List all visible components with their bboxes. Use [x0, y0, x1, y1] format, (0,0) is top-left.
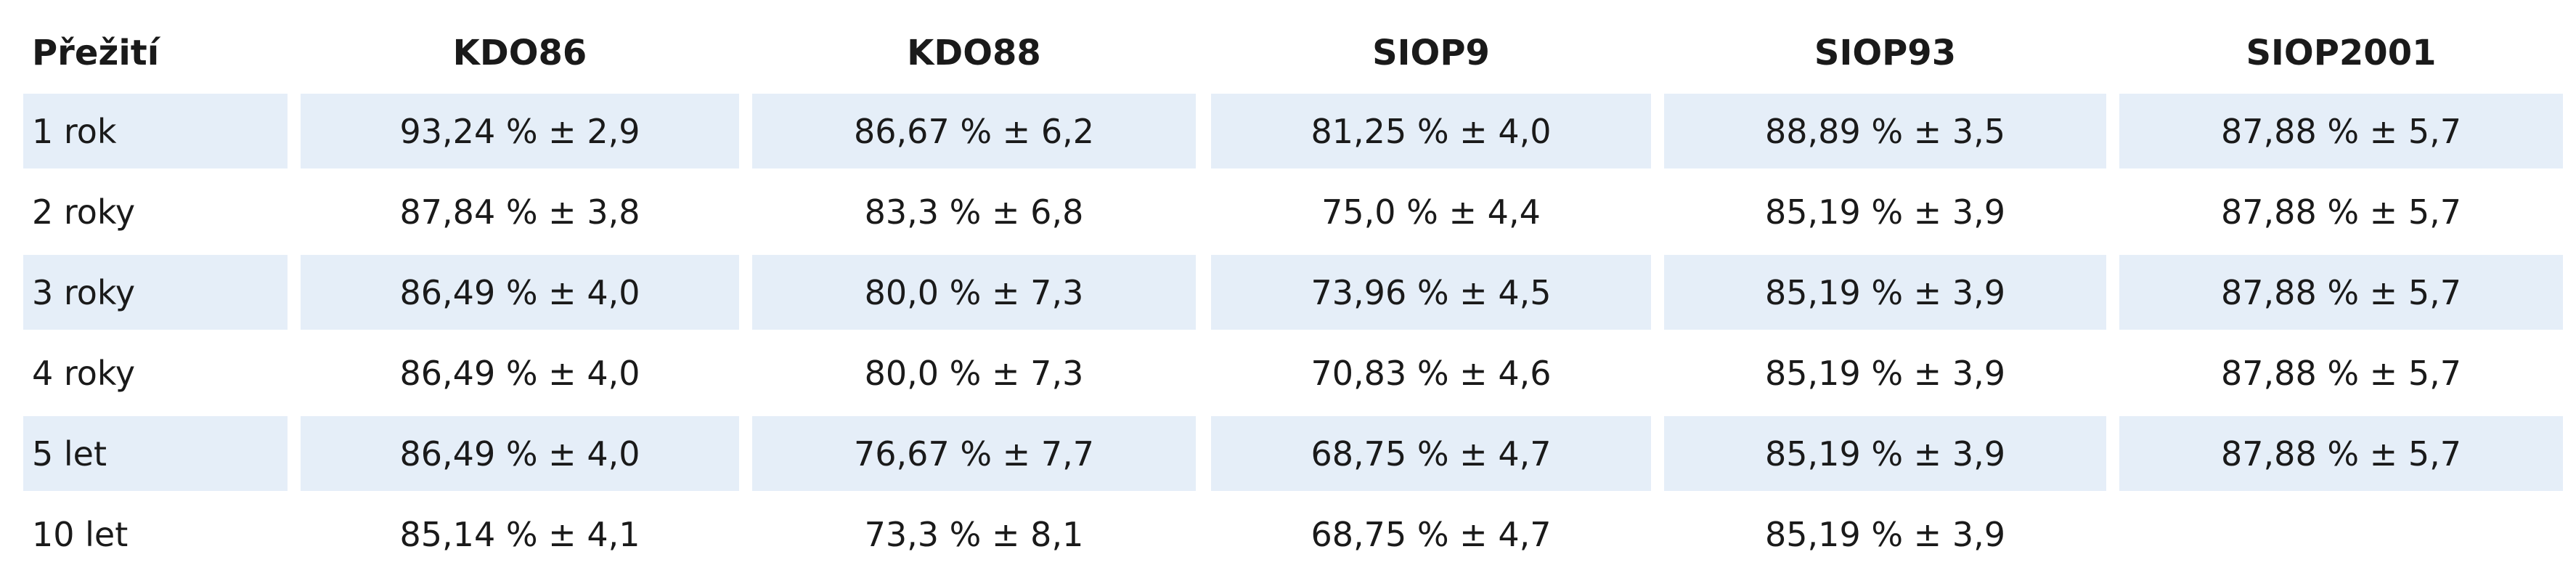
value-cell: 87,88 % ± 5,7 [2119, 416, 2563, 491]
value-cell: 87,88 % ± 5,7 [2119, 94, 2563, 168]
value-cell: 85,19 % ± 3,9 [1765, 514, 2005, 554]
header-cell: KDO88 [907, 32, 1041, 73]
row-label: 2 roky [32, 192, 136, 232]
value-cell: 87,88 % ± 5,7 [2119, 255, 2563, 330]
value-cell: 86,49 % ± 4,0 [399, 353, 640, 393]
value-cell: 83,3 % ± 6,8 [864, 192, 1084, 232]
value-cell: 75,0 % ± 4,4 [1321, 192, 1541, 232]
header-cell: KDO86 [452, 32, 587, 73]
value-cell: 85,19 % ± 3,9 [1765, 192, 2005, 232]
value-cell: 86,49 % ± 4,0 [301, 416, 739, 491]
value-cell: 80,0 % ± 7,3 [752, 255, 1196, 330]
value-cell: 73,3 % ± 8,1 [864, 514, 1084, 554]
value-cell: 86,49 % ± 4,0 [301, 255, 739, 330]
value-cell: 85,19 % ± 3,9 [1664, 416, 2106, 491]
value-cell: 86,67 % ± 6,2 [752, 94, 1196, 168]
value-cell: 87,88 % ± 5,7 [2221, 353, 2461, 393]
header-cell: Přežití [32, 32, 160, 73]
value-cell: 85,19 % ± 3,9 [1664, 255, 2106, 330]
row-label: 4 roky [32, 353, 136, 393]
row-label: 10 let [32, 514, 129, 554]
value-cell: 93,24 % ± 2,9 [301, 94, 739, 168]
header-cell: SIOP2001 [2246, 32, 2437, 73]
value-cell: 80,0 % ± 7,3 [864, 353, 1084, 393]
value-cell: 76,67 % ± 7,7 [752, 416, 1196, 491]
value-cell: 81,25 % ± 4,0 [1211, 94, 1651, 168]
header-cell: SIOP9 [1372, 32, 1490, 73]
row-label: 1 rok [23, 94, 288, 168]
value-cell: 85,14 % ± 4,1 [399, 514, 640, 554]
value-cell: 68,75 % ± 4,7 [1311, 514, 1552, 554]
header-cell: SIOP93 [1814, 32, 1957, 73]
row-label: 5 let [23, 416, 288, 491]
value-cell: 87,84 % ± 3,8 [399, 192, 640, 232]
value-cell: 73,96 % ± 4,5 [1211, 255, 1651, 330]
value-cell: 68,75 % ± 4,7 [1211, 416, 1651, 491]
row-label: 3 roky [23, 255, 288, 330]
value-cell: 70,83 % ± 4,6 [1311, 353, 1552, 393]
value-cell: 85,19 % ± 3,9 [1765, 353, 2005, 393]
value-cell: 87,88 % ± 5,7 [2221, 192, 2461, 232]
value-cell: 88,89 % ± 3,5 [1664, 94, 2106, 168]
